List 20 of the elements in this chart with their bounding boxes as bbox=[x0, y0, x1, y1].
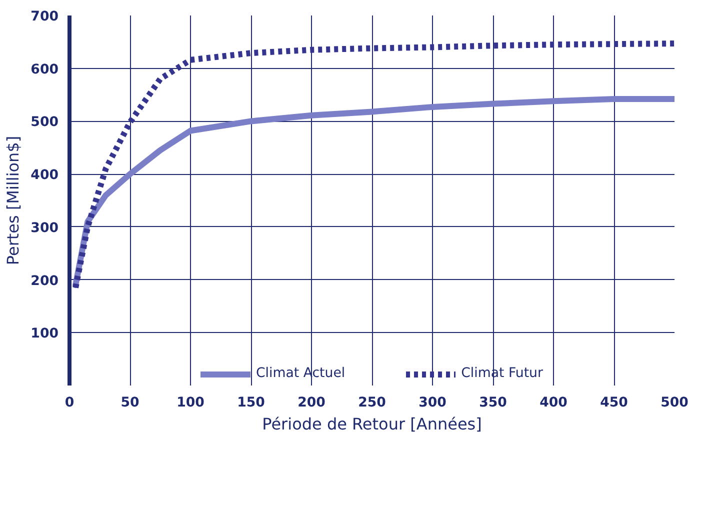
x-tick-label: 50 bbox=[120, 396, 140, 410]
x-tick-label: 500 bbox=[660, 396, 688, 410]
y-tick-label: 700 bbox=[30, 10, 59, 24]
x-tick-label: 250 bbox=[358, 396, 386, 410]
y-axis-title: Pertes [Million$] bbox=[4, 136, 23, 266]
x-tick-label: 400 bbox=[540, 396, 568, 410]
x-axis-title: Période de Retour [Années] bbox=[262, 414, 482, 434]
x-tick-label: 200 bbox=[298, 396, 326, 410]
x-tick-label: 100 bbox=[176, 396, 204, 410]
x-tick-label: 150 bbox=[237, 396, 265, 410]
y-tick-label: 600 bbox=[30, 62, 59, 78]
x-tick-label: 300 bbox=[418, 396, 446, 410]
y-tick-label: 200 bbox=[30, 274, 59, 289]
x-tick-label: 0 bbox=[64, 396, 74, 410]
y-tick-label: 100 bbox=[30, 326, 59, 342]
x-tick-label: 450 bbox=[600, 396, 628, 410]
y-tick-label: 300 bbox=[30, 220, 59, 236]
y-tick-label: 400 bbox=[30, 168, 59, 184]
y-tick-label: 500 bbox=[30, 115, 59, 130]
x-tick-label: 350 bbox=[479, 396, 507, 410]
